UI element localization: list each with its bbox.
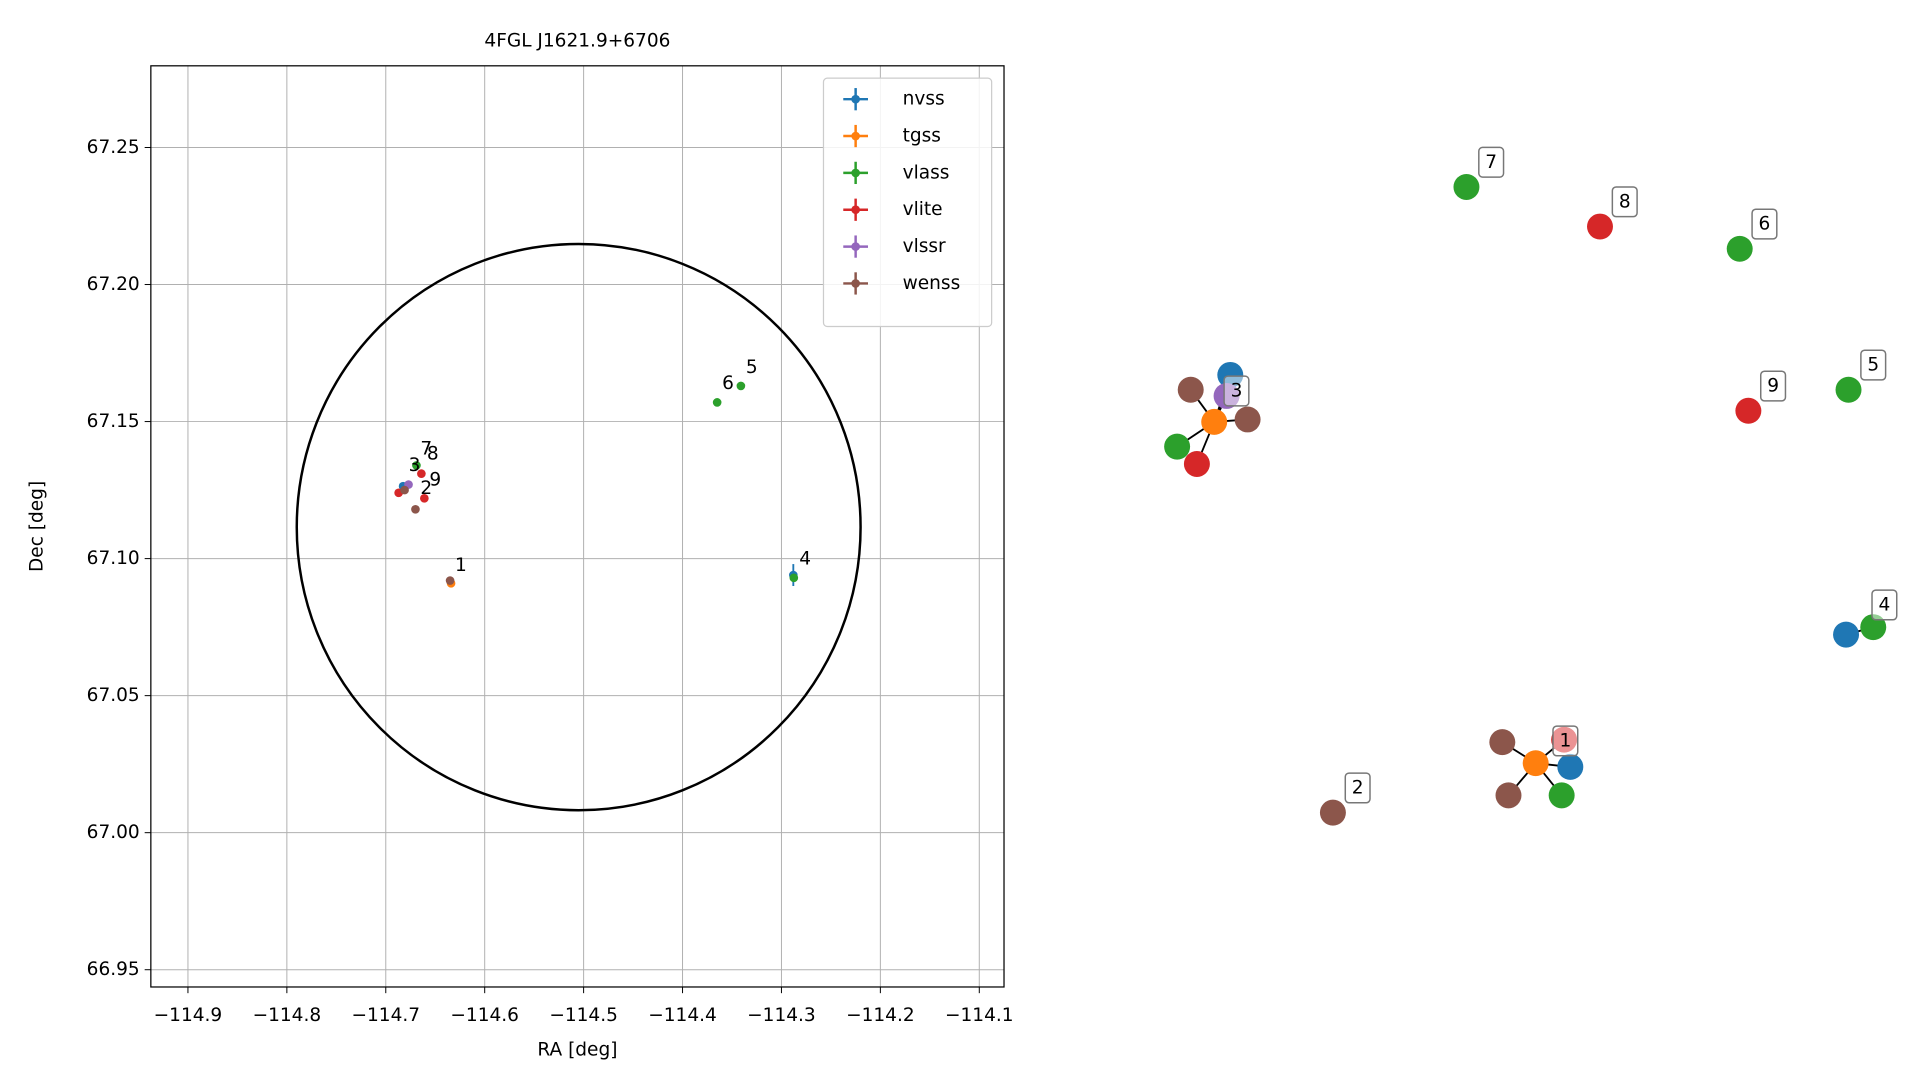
node bbox=[1319, 799, 1346, 826]
node bbox=[1164, 433, 1191, 460]
annotation: 1 bbox=[455, 555, 467, 576]
node bbox=[1234, 406, 1261, 433]
x-axis-label: RA [deg] bbox=[537, 1040, 617, 1061]
node bbox=[1183, 450, 1210, 477]
legend-box bbox=[822, 77, 993, 328]
annotation: 7 bbox=[420, 438, 432, 459]
x-tick-label: −114.2 bbox=[846, 1005, 915, 1026]
node-label: 4 bbox=[1878, 594, 1890, 615]
annotation: 8 bbox=[427, 444, 439, 465]
point bbox=[417, 469, 426, 478]
legend-marker bbox=[851, 279, 860, 288]
annotation: 5 bbox=[746, 357, 758, 378]
legend-label: nvss bbox=[903, 89, 945, 110]
node-label-box bbox=[1751, 208, 1778, 240]
legend-marker bbox=[851, 242, 860, 251]
node bbox=[1833, 621, 1860, 648]
y-tick-label: 67.15 bbox=[87, 411, 140, 432]
node-label-box bbox=[1871, 589, 1898, 621]
node-label: 6 bbox=[1759, 214, 1771, 235]
x-tick-label: −114.5 bbox=[549, 1005, 618, 1026]
x-tick-label: −114.4 bbox=[648, 1005, 717, 1026]
legend-label: wenss bbox=[903, 273, 961, 294]
node-label-box bbox=[1344, 772, 1371, 804]
node bbox=[1201, 408, 1228, 435]
node bbox=[1177, 376, 1204, 403]
point bbox=[400, 485, 409, 495]
node-label-box bbox=[1860, 349, 1887, 381]
point bbox=[445, 576, 455, 585]
node bbox=[1495, 782, 1522, 809]
node bbox=[1860, 614, 1887, 641]
axes-frame bbox=[150, 65, 1005, 988]
node bbox=[1587, 213, 1613, 240]
node-label-box bbox=[1611, 186, 1638, 218]
point bbox=[712, 398, 722, 407]
node-label: 5 bbox=[1867, 355, 1879, 376]
legend-marker bbox=[851, 94, 860, 104]
node bbox=[1453, 174, 1480, 200]
y-axis-label: Dec [deg] bbox=[27, 481, 48, 572]
y-tick-label: 67.10 bbox=[87, 548, 140, 569]
y-tick-label: 67.25 bbox=[87, 137, 140, 158]
node bbox=[1835, 376, 1862, 403]
point bbox=[789, 573, 799, 583]
legend-label: vlass bbox=[903, 162, 950, 183]
annotation: 2 bbox=[420, 478, 432, 499]
x-tick-label: −114.8 bbox=[253, 1005, 322, 1026]
node bbox=[1522, 750, 1549, 777]
y-tick-label: 67.00 bbox=[87, 822, 140, 843]
y-tick-label: 66.95 bbox=[87, 959, 140, 980]
node-label: 3 bbox=[1231, 381, 1243, 402]
x-tick-label: −114.6 bbox=[450, 1005, 519, 1026]
point bbox=[736, 381, 746, 391]
point bbox=[412, 461, 421, 470]
node-label: 2 bbox=[1352, 777, 1364, 798]
x-tick-label: −114.3 bbox=[747, 1005, 816, 1026]
y-tick-label: 67.20 bbox=[87, 274, 140, 295]
x-tick-label: −114.9 bbox=[154, 1005, 223, 1026]
legend-marker bbox=[851, 168, 860, 178]
node-label: 7 bbox=[1485, 152, 1497, 173]
annotation: 3 bbox=[409, 455, 421, 476]
node bbox=[1557, 753, 1584, 780]
legend-marker bbox=[851, 205, 860, 215]
legend-label: tgss bbox=[903, 126, 941, 147]
x-tick-label: −114.1 bbox=[945, 1005, 1014, 1026]
point bbox=[420, 493, 429, 503]
node-label: 8 bbox=[1619, 191, 1631, 212]
point bbox=[411, 504, 420, 514]
legend-label: vlite bbox=[903, 199, 943, 220]
y-tick-label: 67.05 bbox=[87, 685, 140, 706]
node bbox=[1735, 397, 1762, 424]
x-tick-label: −114.7 bbox=[351, 1005, 420, 1026]
annotation: 6 bbox=[722, 373, 734, 394]
chart-title: 4FGL J1621.9+6706 bbox=[484, 31, 670, 52]
error-circle bbox=[295, 242, 862, 812]
node bbox=[1489, 729, 1516, 756]
node-label-box bbox=[1478, 146, 1505, 178]
node-label-box bbox=[1759, 370, 1787, 402]
node-label: 9 bbox=[1767, 376, 1779, 397]
legend-marker bbox=[851, 131, 860, 141]
annotation: 9 bbox=[429, 470, 441, 491]
node-label-box bbox=[1223, 375, 1250, 407]
legend-label: vlssr bbox=[903, 236, 946, 257]
node-label-box bbox=[1552, 725, 1579, 757]
node-label: 1 bbox=[1559, 730, 1571, 751]
annotation: 4 bbox=[799, 549, 811, 570]
node bbox=[1548, 782, 1575, 809]
node bbox=[1726, 235, 1753, 262]
